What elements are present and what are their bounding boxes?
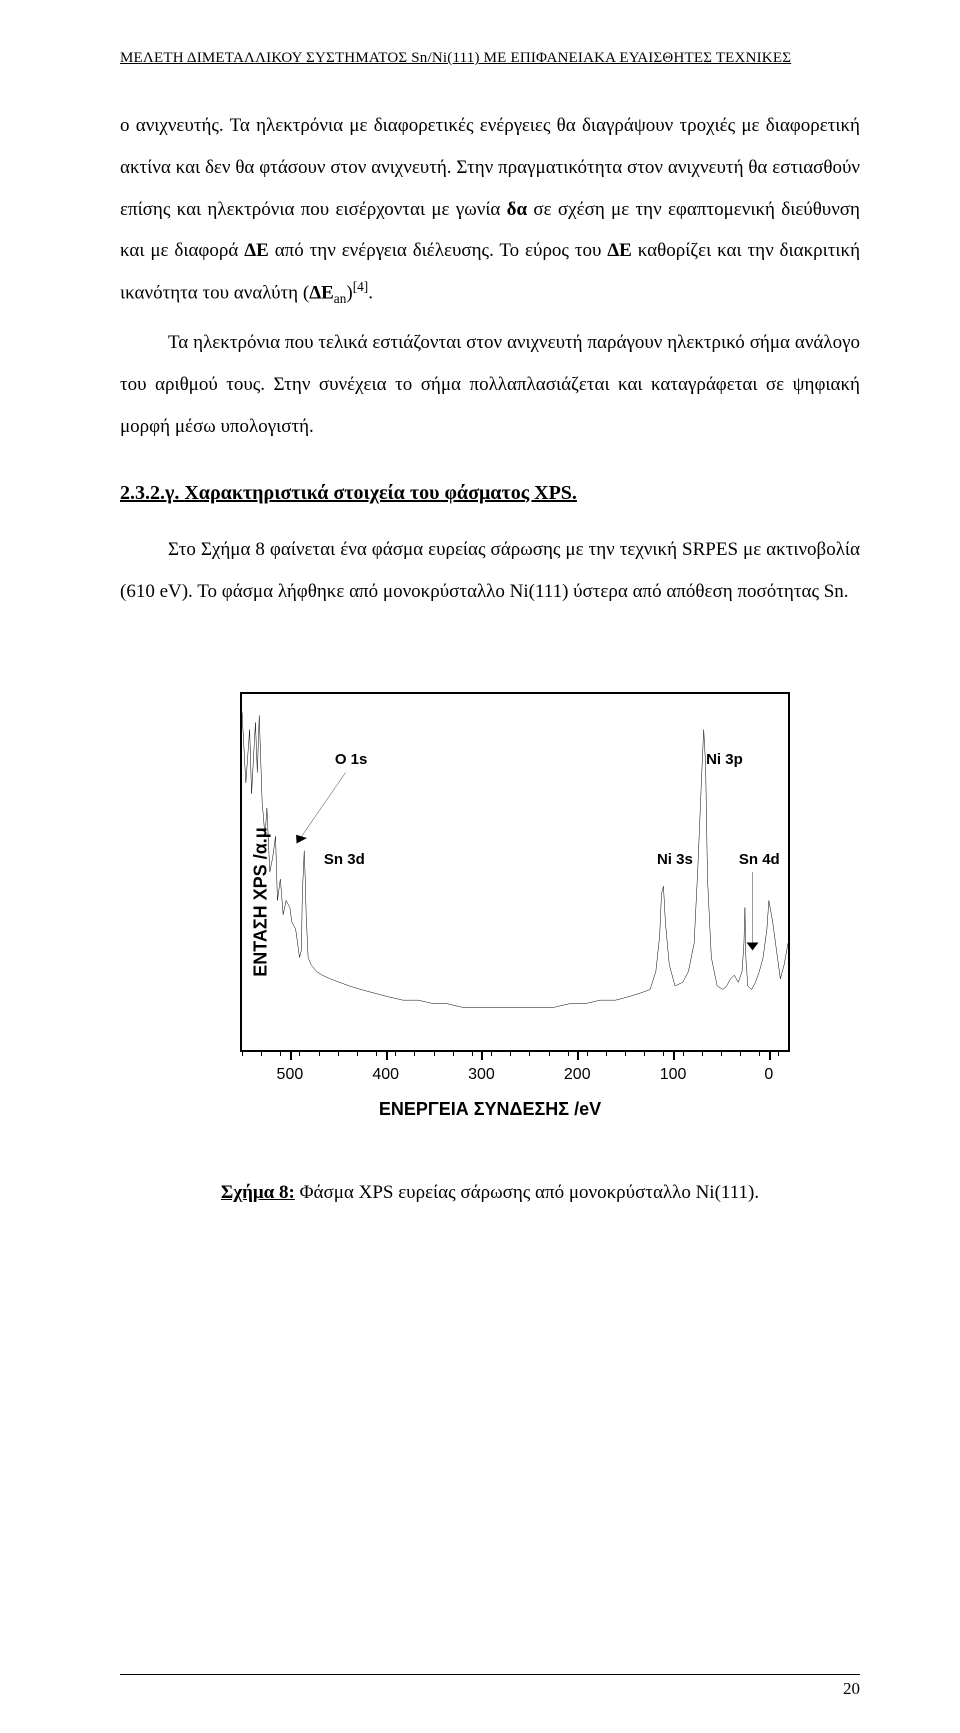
x-minor-tick: [625, 1050, 626, 1056]
x-tick-label: 500: [277, 1066, 304, 1084]
bold-term: ΔΕ: [244, 240, 269, 261]
bold-term: δα: [507, 199, 527, 220]
x-tick: [386, 1050, 388, 1060]
x-minor-tick: [261, 1050, 262, 1056]
x-minor-tick: [587, 1050, 588, 1056]
x-tick-label: 400: [372, 1066, 399, 1084]
peak-label: O 1s: [335, 751, 368, 768]
caption-text: Φάσμα XPS ευρείας σάρωσης από μονοκρύστα…: [295, 1182, 759, 1203]
x-tick-label: 200: [564, 1066, 591, 1084]
x-minor-tick: [663, 1050, 664, 1056]
x-tick-label: 0: [764, 1066, 773, 1084]
paragraph-1: ο ανιχνευτής. Τα ηλεκτρόνια με διαφορετι…: [120, 105, 860, 314]
x-tick: [577, 1050, 579, 1060]
x-minor-tick: [529, 1050, 530, 1056]
text: .: [368, 283, 373, 304]
x-minor-tick: [299, 1050, 300, 1056]
x-minor-tick: [683, 1050, 684, 1056]
x-minor-tick: [606, 1050, 607, 1056]
x-tick: [481, 1050, 483, 1060]
x-tick: [769, 1050, 771, 1060]
x-minor-tick: [357, 1050, 358, 1056]
paragraph-3: Στο Σχήμα 8 φαίνεται ένα φάσμα ευρείας σ…: [120, 529, 860, 613]
peak-label: Sn 3d: [324, 851, 365, 868]
x-minor-tick: [319, 1050, 320, 1056]
bold-term: ΔΕ: [607, 240, 632, 261]
running-head: ΜΕΛΕΤΗ ΔΙΜΕΤΑΛΛΙΚΟΥ ΣΥΣΤΗΜΑΤΟΣ Sn/Ni(111…: [120, 50, 860, 67]
x-minor-tick: [280, 1050, 281, 1056]
xps-spectrum-chart: ΕΝΤΑΣΗ XPS /α.μ ΕΝΕΡΓΕΙΑ ΣΥΝΔΕΣΗΣ /eV O …: [170, 672, 810, 1132]
x-minor-tick: [759, 1050, 760, 1056]
peak-label: Ni 3s: [657, 851, 693, 868]
x-tick-label: 300: [468, 1066, 495, 1084]
x-minor-tick: [414, 1050, 415, 1056]
section-title-text: Χαρακτηριστικά στοιχεία του φάσματος XPS…: [184, 482, 577, 504]
x-minor-tick: [549, 1050, 550, 1056]
x-minor-tick: [472, 1050, 473, 1056]
x-minor-tick: [721, 1050, 722, 1056]
peak-label: Ni 3p: [706, 751, 743, 768]
x-minor-tick: [338, 1050, 339, 1056]
x-minor-tick: [453, 1050, 454, 1056]
x-minor-tick: [510, 1050, 511, 1056]
spectrum-line: [242, 694, 788, 1050]
text: από την ενέργεια διέλευσης. Το εύρος του: [269, 240, 607, 261]
bold-term: ΔΕ: [309, 283, 334, 304]
paragraph-2: Τα ηλεκτρόνια που τελικά εστιάζονται στο…: [120, 322, 860, 447]
x-axis-label: ΕΝΕΡΓΕΙΑ ΣΥΝΔΕΣΗΣ /eV: [170, 1099, 810, 1120]
page-container: ΜΕΛΕΤΗ ΔΙΜΕΤΑΛΛΙΚΟΥ ΣΥΣΤΗΜΑΤΟΣ Sn/Ni(111…: [0, 0, 960, 1733]
x-tick: [673, 1050, 675, 1060]
plot-area: O 1sSn 3dNi 3sNi 3pSn 4d 500400300200100…: [240, 692, 790, 1052]
x-minor-tick: [568, 1050, 569, 1056]
section-heading: 2.3.2.γ. Χαρακτηριστικά στοιχεία του φάσ…: [120, 482, 860, 505]
x-minor-tick: [434, 1050, 435, 1056]
x-minor-tick: [644, 1050, 645, 1056]
peak-label: Sn 4d: [739, 851, 780, 868]
caption-head: Σχήμα 8:: [221, 1182, 295, 1203]
x-tick: [290, 1050, 292, 1060]
x-minor-tick: [491, 1050, 492, 1056]
subscript: an: [334, 291, 347, 306]
x-minor-tick: [702, 1050, 703, 1056]
section-number: 2.3.2.γ.: [120, 482, 179, 504]
x-minor-tick: [778, 1050, 779, 1056]
figure-caption: Σχήμα 8: Φάσμα XPS ευρείας σάρωσης από μ…: [120, 1182, 860, 1204]
x-tick-label: 100: [660, 1066, 687, 1084]
x-minor-tick: [376, 1050, 377, 1056]
x-minor-tick: [395, 1050, 396, 1056]
page-number: 20: [120, 1674, 860, 1699]
x-minor-tick: [242, 1050, 243, 1056]
x-minor-tick: [740, 1050, 741, 1056]
superscript: [4]: [353, 279, 369, 294]
